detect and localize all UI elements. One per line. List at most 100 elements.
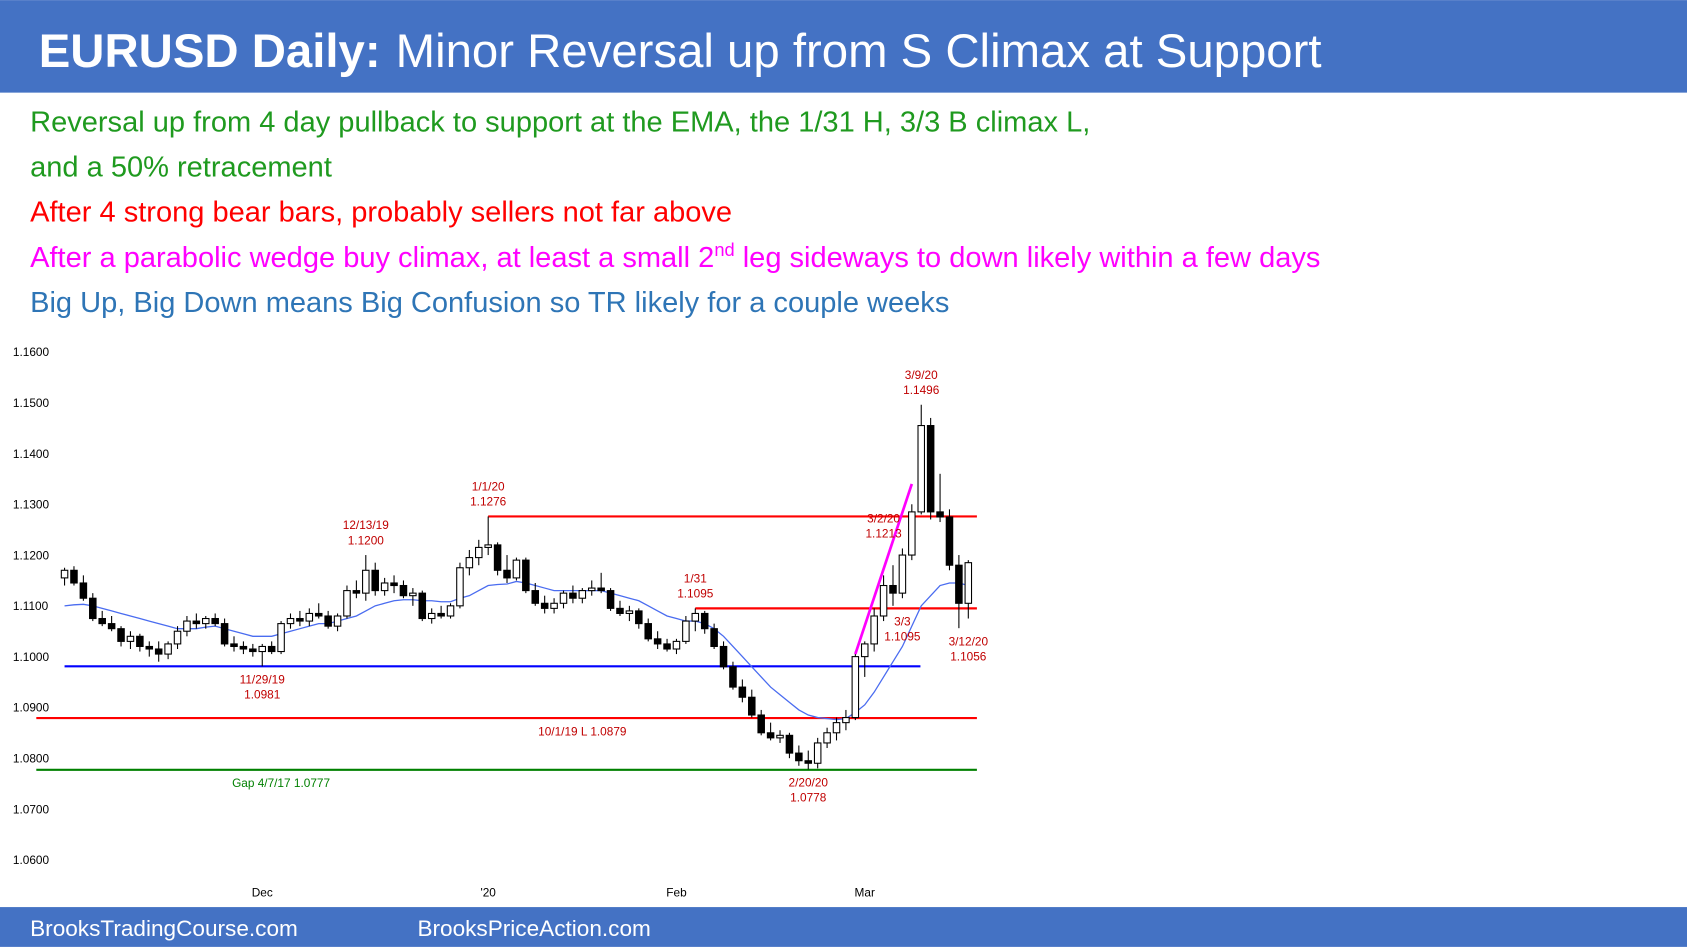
header-band bbox=[0, 0, 1687, 93]
candle-body bbox=[145, 645, 154, 650]
candle-body bbox=[418, 592, 427, 620]
annotation: 1.1200 bbox=[348, 533, 385, 547]
candle-body bbox=[390, 582, 398, 587]
candle-body bbox=[305, 612, 314, 622]
title-rest: Minor Reversal up from S Climax at Suppo… bbox=[396, 25, 1322, 78]
candle-body bbox=[522, 559, 530, 592]
candle-body bbox=[653, 638, 662, 645]
y-tick-label: 1.1300 bbox=[13, 498, 50, 512]
candle-body bbox=[277, 623, 285, 653]
candle-body bbox=[409, 592, 417, 597]
candle-body bbox=[540, 602, 549, 609]
annotation: 3/3 bbox=[894, 615, 911, 629]
candle-body bbox=[183, 620, 191, 632]
candle-body bbox=[945, 516, 954, 566]
candle-body bbox=[635, 610, 643, 625]
candle-body bbox=[550, 602, 558, 609]
candle-body bbox=[917, 425, 925, 513]
note-text: After a parabolic wedge buy climax, at l… bbox=[30, 242, 714, 274]
candle-body bbox=[926, 425, 935, 513]
candle-body bbox=[908, 511, 916, 556]
candle-body bbox=[230, 643, 238, 647]
candle-body bbox=[559, 592, 568, 604]
y-tick-label: 1.0600 bbox=[13, 853, 50, 867]
ema-line bbox=[64, 580, 969, 721]
candle-body bbox=[823, 732, 831, 744]
candle-body bbox=[682, 620, 690, 642]
candle-body bbox=[154, 648, 163, 655]
x-tick-label: Dec bbox=[252, 885, 273, 899]
candle-body bbox=[503, 569, 511, 579]
annotation: 12/13/19 bbox=[343, 518, 389, 532]
note-text: and a 50% retracement bbox=[30, 152, 332, 184]
footer-band bbox=[0, 907, 1687, 947]
candle-body bbox=[898, 554, 907, 594]
annotation: 3/2/20 bbox=[867, 512, 900, 526]
candle-body bbox=[625, 610, 634, 614]
candle-body bbox=[296, 617, 304, 622]
candle-body bbox=[795, 752, 803, 762]
candle-body bbox=[484, 544, 492, 548]
candle-body bbox=[343, 590, 351, 617]
candle-body bbox=[832, 722, 841, 734]
candle-body bbox=[220, 623, 229, 645]
candle-body bbox=[173, 630, 182, 645]
candle-body bbox=[587, 587, 596, 592]
annotation: 1.1213 bbox=[865, 527, 902, 541]
footer-right: BrooksPriceAction.com bbox=[417, 916, 650, 941]
candle-body bbox=[333, 615, 342, 627]
note-rest: leg sideways to down likely within a few… bbox=[735, 242, 1321, 274]
candle-body bbox=[314, 612, 323, 617]
annotation: 1.0778 bbox=[790, 791, 827, 805]
annotation: 1/31 bbox=[684, 572, 707, 586]
candle-body bbox=[371, 569, 379, 592]
candle-body bbox=[851, 656, 860, 719]
candle-body bbox=[324, 615, 332, 627]
note: Reversal up from 4 day pullback to suppo… bbox=[30, 106, 1090, 138]
title: EURUSD Daily: Minor Reversal up from S Cl… bbox=[39, 25, 1322, 78]
note: After a parabolic wedge buy climax, at l… bbox=[30, 239, 1320, 274]
candle-body bbox=[578, 590, 587, 599]
title-bold: EURUSD Daily: bbox=[39, 25, 381, 78]
candle-body bbox=[493, 544, 502, 571]
candle-body bbox=[362, 569, 370, 594]
annotation: 1.1276 bbox=[470, 495, 507, 509]
chart: 1.0600 1.0700 1.0800 1.0900 1.1000 1.1100 1.12… bbox=[13, 345, 989, 899]
candle-body bbox=[785, 734, 794, 754]
candle-body bbox=[757, 714, 765, 734]
candle-body bbox=[70, 569, 78, 584]
candle-body bbox=[766, 732, 775, 739]
annotation: 10/1/19 L 1.0879 bbox=[538, 724, 627, 738]
candle-body bbox=[860, 643, 869, 658]
candle-body bbox=[89, 597, 97, 620]
candle-body bbox=[352, 590, 361, 594]
candle-body bbox=[889, 584, 897, 594]
candle-body bbox=[399, 584, 408, 597]
y-tick-label: 1.1200 bbox=[13, 548, 50, 562]
candle-body bbox=[748, 696, 756, 716]
candle-body bbox=[813, 742, 822, 764]
note-text: After 4 strong bear bars, probably selle… bbox=[30, 197, 732, 229]
annotation: 1.1496 bbox=[903, 383, 940, 397]
annotation: 3/12/20 bbox=[949, 634, 989, 648]
annotation: 1.1056 bbox=[950, 649, 987, 663]
candle-body bbox=[239, 645, 248, 650]
candle-body bbox=[437, 612, 445, 617]
candle-body bbox=[249, 648, 257, 653]
candle-body bbox=[258, 645, 267, 653]
candle-body bbox=[475, 546, 483, 559]
y-tick-label: 1.0700 bbox=[13, 802, 50, 816]
note: and a 50% retracement bbox=[30, 152, 332, 184]
annotation: Gap 4/7/17 1.0777 bbox=[232, 776, 330, 790]
candle-body bbox=[465, 557, 474, 569]
candle-body bbox=[738, 686, 747, 698]
candle-body bbox=[107, 623, 116, 630]
candle-body bbox=[446, 605, 455, 617]
candle-body bbox=[126, 635, 135, 642]
wedge-line bbox=[854, 483, 914, 655]
y-tick-label: 1.1500 bbox=[13, 396, 50, 410]
note-text: Reversal up from 4 day pullback to suppo… bbox=[30, 106, 1090, 138]
note-sup: nd bbox=[714, 239, 734, 260]
candle-body bbox=[380, 582, 389, 592]
